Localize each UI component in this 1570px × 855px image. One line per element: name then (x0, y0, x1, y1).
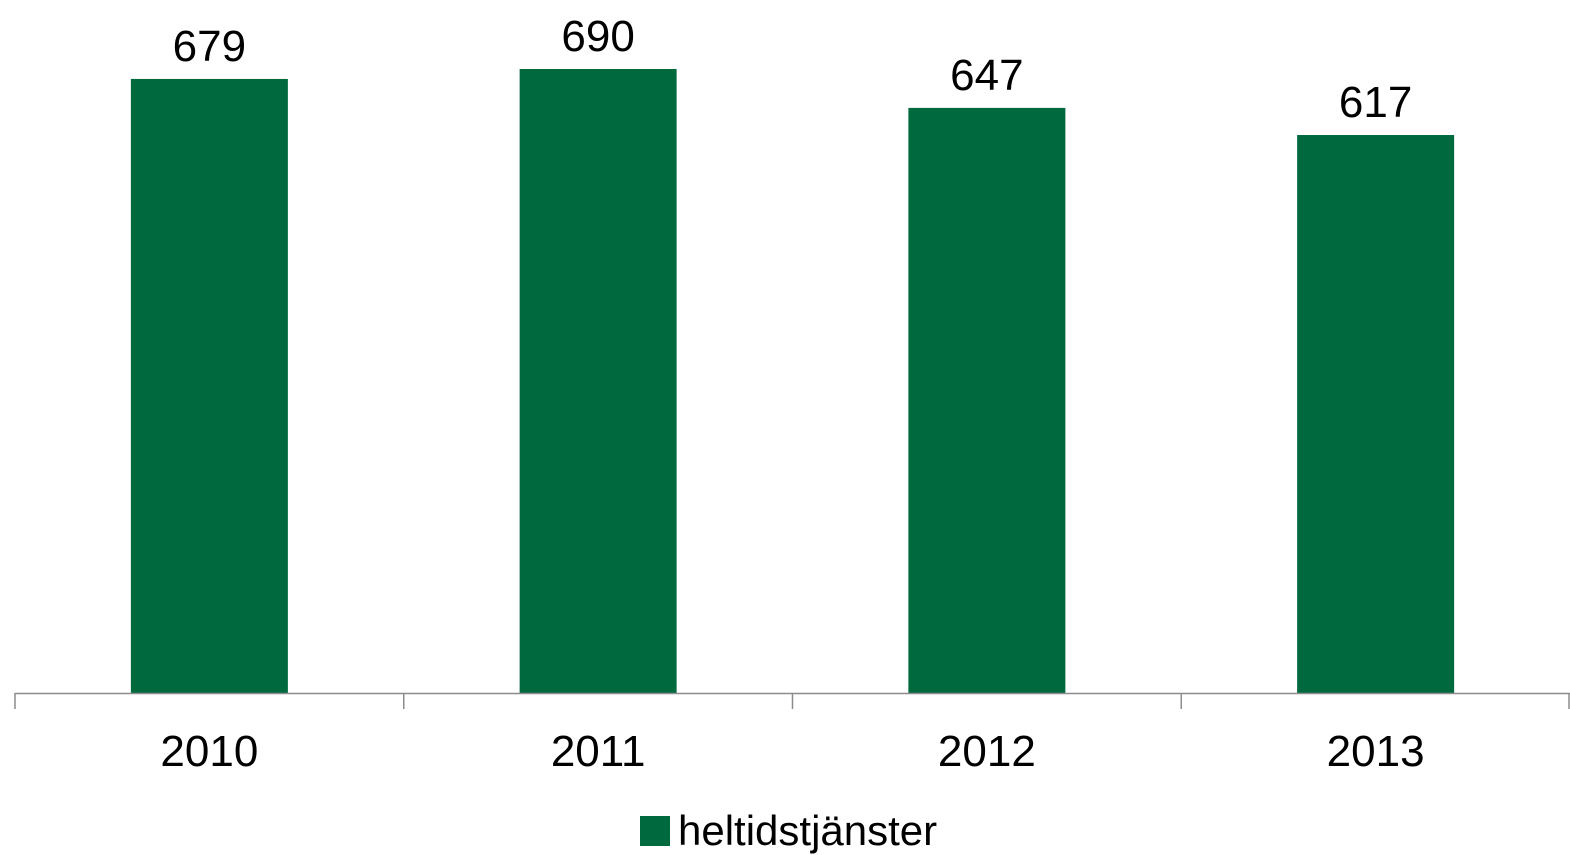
x-tick-labels: 2010 2011 2012 2013 (160, 727, 1424, 776)
tick-label-2011: 2011 (551, 727, 646, 776)
legend-swatch (640, 816, 670, 846)
legend: heltidstjänster (640, 807, 937, 854)
tick-label-2010: 2010 (160, 727, 258, 776)
x-axis (14, 692, 1570, 709)
data-label-2011: 690 (561, 12, 634, 61)
data-label-2013: 617 (1339, 78, 1412, 127)
bar-2010 (130, 78, 288, 694)
data-labels: 679 690 647 617 (173, 12, 1413, 127)
bar-2013 (1297, 135, 1455, 693)
bar-2012 (908, 107, 1066, 693)
data-label-2012: 647 (950, 51, 1023, 100)
bar-2011 (519, 69, 677, 693)
tick-label-2013: 2013 (1327, 727, 1425, 776)
legend-label: heltidstjänster (678, 807, 937, 854)
bar-series (130, 69, 1455, 694)
data-label-2010: 679 (173, 22, 246, 71)
tick-label-2012: 2012 (938, 727, 1036, 776)
